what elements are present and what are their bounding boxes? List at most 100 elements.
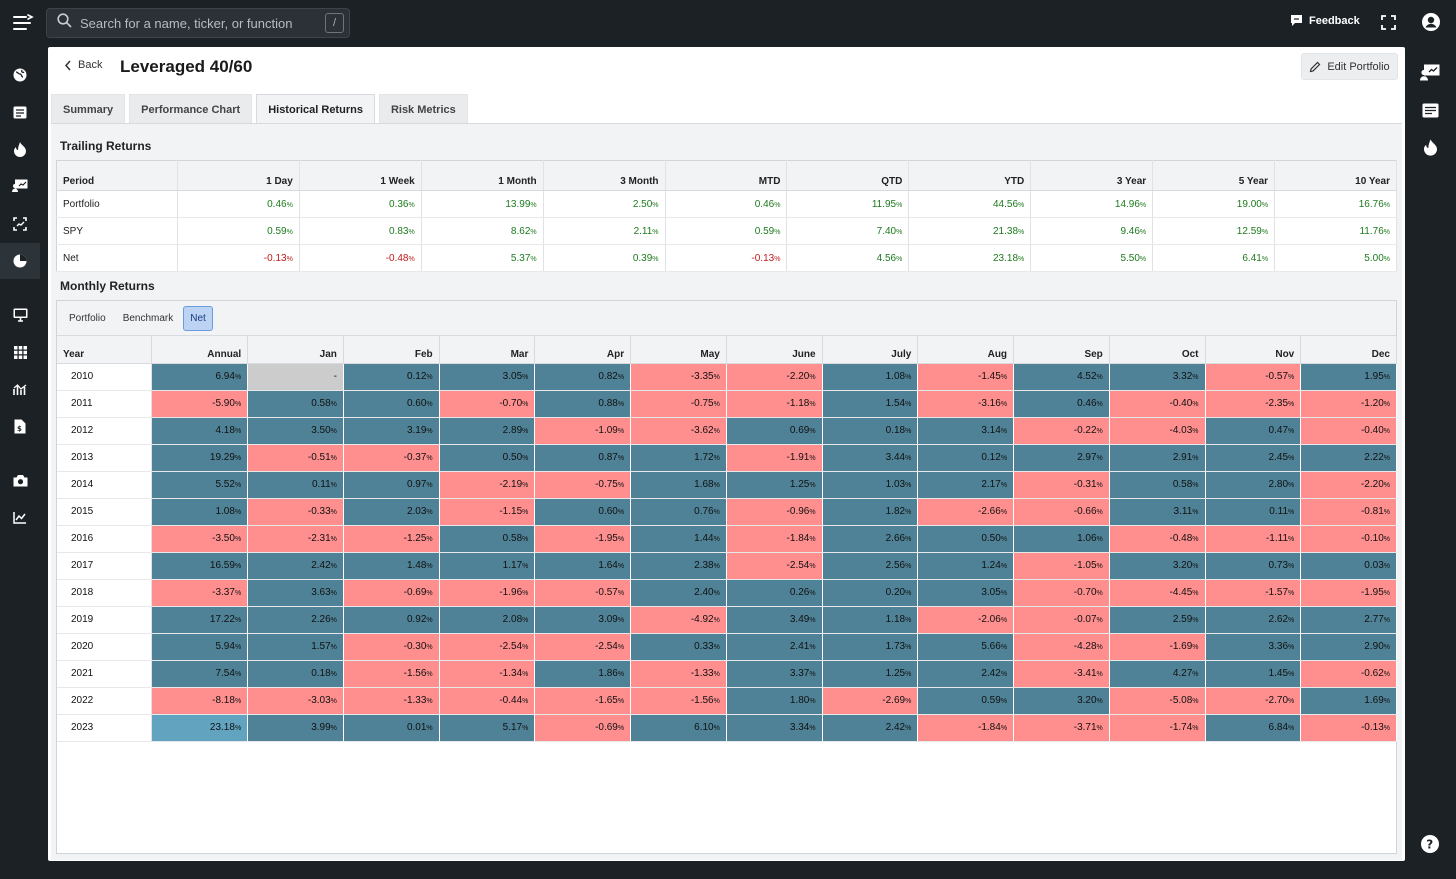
search-box[interactable]: / — [46, 8, 350, 38]
percent-sign: % — [1288, 536, 1295, 543]
cell-value: 2.40 — [694, 587, 714, 598]
return-cell: 5.00% — [1274, 244, 1397, 272]
return-cell: -0.75% — [630, 390, 727, 418]
cell-value: 19.29 — [209, 452, 235, 463]
cell-value: 3.32 — [1172, 371, 1193, 382]
percent-sign: % — [1000, 563, 1008, 570]
return-cell: 2.26% — [247, 606, 344, 634]
cell-value: 2.66 — [885, 533, 906, 544]
percent-sign: % — [617, 617, 625, 624]
return-cell: 1.25% — [726, 471, 823, 499]
table-row: 2016 -3.50% -2.31% -1.25% 0.58% -1.95% 1.44% -1… — [57, 525, 1397, 553]
tab-summary[interactable]: Summary — [51, 94, 126, 124]
expand-icon[interactable] — [1381, 15, 1396, 35]
fire-icon[interactable] — [1420, 137, 1440, 157]
percent-sign: % — [522, 617, 529, 624]
percent-sign: % — [713, 374, 720, 381]
percent-sign: % — [426, 698, 433, 705]
cell-value: 3.37 — [789, 668, 810, 679]
document-icon[interactable]: $ — [10, 416, 30, 436]
cell-value: 21.38 — [992, 225, 1019, 237]
return-cell: 0.20% — [822, 579, 919, 607]
cell-value: 2.41 — [789, 641, 810, 652]
percent-sign: % — [234, 644, 242, 651]
cell-value: 3.44 — [885, 452, 906, 463]
cell-value: 2.03 — [406, 506, 427, 517]
cell-value: -0.70 — [1073, 587, 1097, 598]
percent-sign: % — [1192, 455, 1199, 462]
cell-value: -2.69 — [882, 695, 906, 706]
return-cell: 6.84% — [1205, 714, 1302, 742]
tab-historical-returns[interactable]: Historical Returns — [256, 94, 375, 124]
return-cell: 3.50% — [247, 417, 344, 445]
percent-sign: % — [809, 644, 816, 651]
scan-icon[interactable] — [10, 214, 30, 234]
cell-value: -5.08 — [1169, 695, 1193, 706]
return-cell: 7.54% — [151, 660, 249, 688]
cell-value: -0.69 — [595, 722, 618, 733]
pie-chart-icon[interactable] — [0, 243, 40, 279]
cell-value: 6.10 — [694, 722, 714, 733]
toggle-net[interactable]: Net — [183, 305, 213, 331]
percent-sign: % — [1192, 644, 1199, 651]
percent-sign: % — [617, 401, 625, 408]
edit-portfolio-button[interactable]: Edit Portfolio — [1301, 53, 1398, 80]
return-cell: -4.92% — [630, 606, 727, 634]
percent-sign: % — [1383, 374, 1390, 381]
cell-value: 0.03 — [1364, 560, 1384, 571]
cell-value: -1.69 — [1169, 641, 1193, 652]
percent-sign: % — [330, 455, 337, 462]
presentation-icon[interactable] — [1420, 62, 1440, 82]
camera-icon[interactable] — [10, 470, 30, 490]
cell-value: 2.90 — [1364, 641, 1384, 652]
toggle-benchmark[interactable]: Benchmark — [122, 312, 174, 324]
menu-icon[interactable] — [12, 12, 34, 34]
percent-sign: % — [234, 509, 242, 516]
return-cell: 1.03% — [822, 471, 919, 499]
return-cell: 1.73% — [822, 633, 919, 661]
return-cell: 13.99% — [421, 190, 544, 218]
return-cell: -1.34% — [439, 660, 536, 688]
percent-sign: % — [1383, 509, 1390, 516]
toggle-portfolio[interactable]: Portfolio — [69, 312, 106, 324]
back-button[interactable]: Back — [64, 59, 102, 71]
tab-risk-metrics[interactable]: Risk Metrics — [378, 94, 468, 124]
cell-value: -1.95 — [1360, 587, 1384, 598]
percent-sign: % — [1383, 644, 1390, 651]
feedback-button[interactable]: Feedback — [1290, 14, 1360, 27]
return-cell: 1.64% — [534, 552, 632, 580]
monitor-icon[interactable] — [10, 305, 30, 325]
fire-icon[interactable] — [10, 139, 30, 159]
cell-value: 3.05 — [502, 371, 523, 382]
search-input[interactable] — [80, 15, 320, 31]
percent-sign: % — [234, 482, 242, 489]
return-cell: 0.46% — [1013, 390, 1110, 418]
return-cell: 9.46% — [1030, 217, 1154, 245]
trend-icon[interactable] — [10, 507, 30, 527]
chart-icon[interactable] — [10, 379, 30, 399]
news-icon[interactable] — [10, 102, 30, 122]
globe-icon[interactable] — [10, 65, 30, 85]
column-header: Aug — [917, 336, 1015, 364]
user-icon[interactable] — [1421, 12, 1441, 37]
tab-performance-chart[interactable]: Performance Chart — [129, 94, 253, 124]
help-icon[interactable]: ? — [1420, 834, 1440, 859]
return-cell: -4.03% — [1109, 417, 1206, 445]
percent-sign: % — [426, 536, 433, 543]
presentation-icon[interactable] — [10, 176, 30, 196]
return-cell: -1.45% — [917, 363, 1015, 391]
percent-sign: % — [617, 563, 625, 570]
cell-value: 1.08 — [885, 371, 906, 382]
grid-icon[interactable] — [10, 342, 30, 362]
percent-sign: % — [713, 563, 720, 570]
percent-sign: % — [1288, 482, 1295, 489]
column-header: Year — [57, 336, 153, 364]
percent-sign: % — [809, 536, 816, 543]
percent-sign: % — [522, 536, 529, 543]
percent-sign: % — [1192, 671, 1199, 678]
return-cell: 1.25% — [822, 660, 919, 688]
news-icon[interactable] — [1420, 100, 1440, 120]
percent-sign: % — [1000, 590, 1008, 597]
percent-sign: % — [522, 509, 529, 516]
column-header: Feb — [343, 336, 440, 364]
